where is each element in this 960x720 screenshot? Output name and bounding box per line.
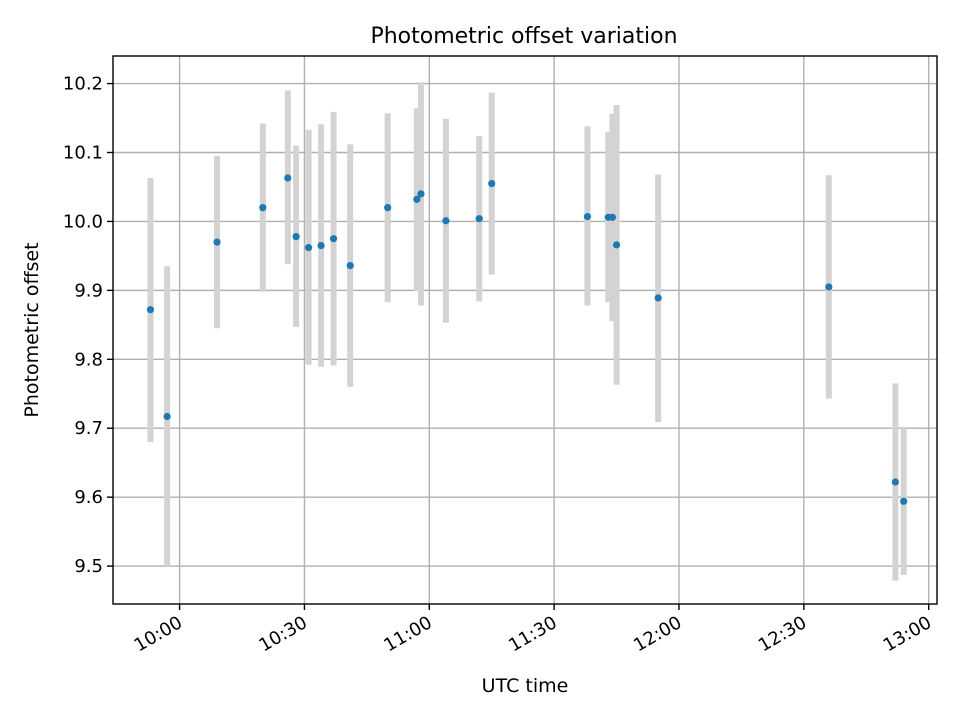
data-point	[292, 232, 300, 241]
data-point	[413, 195, 421, 203]
plot-frame	[112, 55, 938, 605]
data-point	[475, 215, 483, 223]
data-point	[583, 213, 592, 221]
data-point	[163, 412, 171, 421]
x-tick-label: 10:30	[256, 612, 311, 656]
data-point	[654, 294, 662, 302]
x-axis-label: UTC time	[482, 675, 569, 697]
data-point	[317, 241, 325, 250]
y-tick-label: 10.2	[63, 74, 103, 95]
data-point	[146, 306, 155, 314]
data-point	[612, 241, 621, 249]
y-tick-label: 9.8	[74, 349, 103, 370]
y-tick-label: 10.1	[63, 143, 103, 164]
y-tick-label: 10.0	[63, 211, 103, 232]
data-point	[417, 190, 425, 198]
y-tick-label: 9.9	[74, 280, 103, 301]
y-axis-label: Photometric offset	[21, 242, 43, 417]
x-tick-label: 11:00	[380, 612, 435, 656]
x-tick-label: 12:00	[630, 612, 685, 656]
data-point	[346, 261, 354, 270]
data-point	[213, 238, 221, 246]
data-point	[488, 179, 496, 188]
y-tick-label: 9.7	[74, 418, 103, 439]
data-point	[442, 217, 450, 225]
y-tick-label: 9.5	[74, 556, 103, 577]
data-point	[608, 213, 616, 221]
data-points	[146, 174, 908, 505]
x-tick-label: 12:30	[755, 612, 810, 656]
data-point	[304, 244, 313, 252]
error-bars	[147, 82, 907, 581]
data-point	[891, 478, 899, 486]
data-point	[259, 204, 267, 212]
data-point	[384, 204, 392, 212]
chart-title: Photometric offset variation	[370, 24, 677, 49]
x-tick-label: 13:00	[880, 612, 935, 656]
x-tick-label: 11:30	[505, 612, 560, 656]
data-point	[284, 174, 292, 182]
data-point	[329, 235, 338, 243]
x-tick-label: 10:00	[131, 612, 186, 656]
data-point	[825, 283, 833, 291]
grid	[113, 56, 937, 604]
data-point	[900, 497, 908, 505]
y-tick-label: 9.6	[74, 487, 103, 508]
